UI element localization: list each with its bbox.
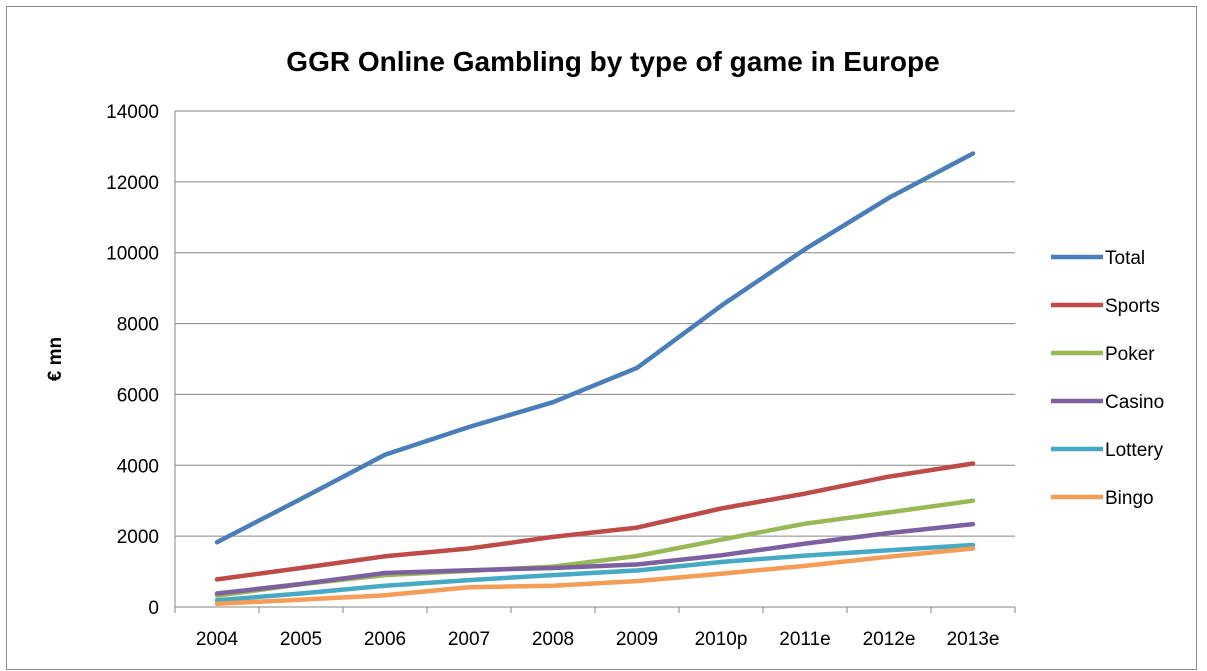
- series-lines: [214, 151, 976, 607]
- y-tick-label: 14000: [106, 102, 159, 123]
- x-tick-label: 2007: [448, 629, 490, 650]
- x-tick-label: 2012e: [863, 629, 916, 650]
- x-tick-label: 2009: [616, 629, 658, 650]
- gridlines: [175, 110, 1015, 537]
- line-chart: GGR Online Gambling by type of game in E…: [45, 46, 1164, 650]
- y-axis-label: € mn: [45, 337, 66, 381]
- chart-frame: GGR Online Gambling by type of game in E…: [6, 6, 1197, 670]
- legend-label-lottery: Lottery: [1105, 440, 1164, 461]
- y-tick-label: 0: [148, 598, 159, 619]
- x-tick-labels: 2004 2005 2006 2007 2008 2009 2010p 2011e 2012e 2…: [196, 629, 1000, 650]
- chart-title: GGR Online Gambling by type of game in E…: [286, 46, 939, 77]
- x-tick-label: 2008: [532, 629, 574, 650]
- x-tick-label: 2004: [196, 629, 239, 650]
- x-tick-label: 2011e: [779, 629, 830, 650]
- series-line-total: [214, 151, 976, 545]
- y-tick-label: 6000: [117, 385, 159, 406]
- series-line-bingo: [214, 546, 976, 607]
- y-tick-label: 10000: [106, 244, 159, 265]
- legend-label-sports: Sports: [1105, 296, 1160, 317]
- x-tick-label: 2010p: [695, 629, 748, 650]
- x-tick-label: 2005: [280, 629, 322, 650]
- y-tick-label: 12000: [106, 173, 159, 194]
- legend-label-poker: Poker: [1105, 344, 1155, 365]
- x-tick-label: 2006: [364, 629, 406, 650]
- x-tick-label: 2013e: [947, 629, 1000, 650]
- y-tick-label: 2000: [117, 527, 159, 548]
- legend-label-total: Total: [1105, 248, 1145, 269]
- axes: [174, 111, 1016, 613]
- y-tick-label: 4000: [117, 456, 159, 477]
- y-tick-label: 8000: [117, 315, 159, 336]
- legend-label-casino: Casino: [1105, 392, 1164, 413]
- series-line-casino: [214, 521, 976, 596]
- legend-label-bingo: Bingo: [1105, 488, 1154, 509]
- series-line-lottery: [214, 542, 976, 603]
- series-line-sports: [214, 461, 976, 582]
- legend: Total Sports Poker Casino Lottery Bingo: [1051, 248, 1164, 509]
- y-tick-labels: 0 2000 4000 6000 8000 10000 12000 14000: [106, 102, 159, 619]
